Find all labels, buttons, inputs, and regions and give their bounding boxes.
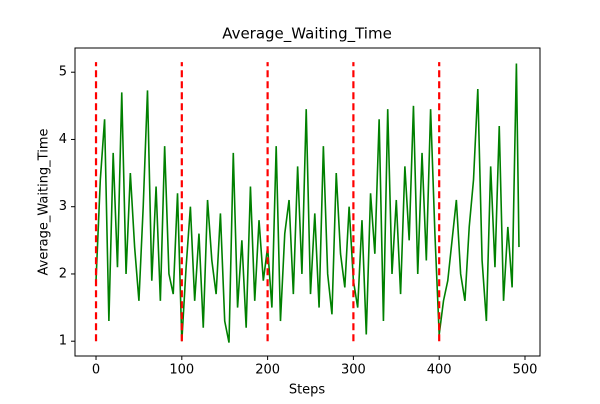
data-line [95, 63, 520, 343]
x-tick-label: 500 [513, 363, 538, 378]
x-tick-label: 0 [92, 363, 100, 378]
y-tick-label: 1 [59, 334, 67, 349]
x-tick-label: 200 [255, 363, 280, 378]
y-tick-label: 3 [59, 199, 67, 214]
y-axis-label: Average_Waiting_Time [37, 128, 52, 275]
y-tick-label: 2 [59, 266, 67, 281]
x-tick-label: 300 [341, 363, 366, 378]
y-tick-label: 4 [59, 132, 67, 147]
plot-frame [74, 47, 541, 357]
x-axis-label: Steps [289, 383, 326, 398]
chart-title: Average_Waiting_Time [222, 25, 392, 44]
x-tick-label: 100 [169, 363, 194, 378]
y-tick-label: 5 [59, 65, 67, 80]
x-tick-label: 400 [427, 363, 452, 378]
